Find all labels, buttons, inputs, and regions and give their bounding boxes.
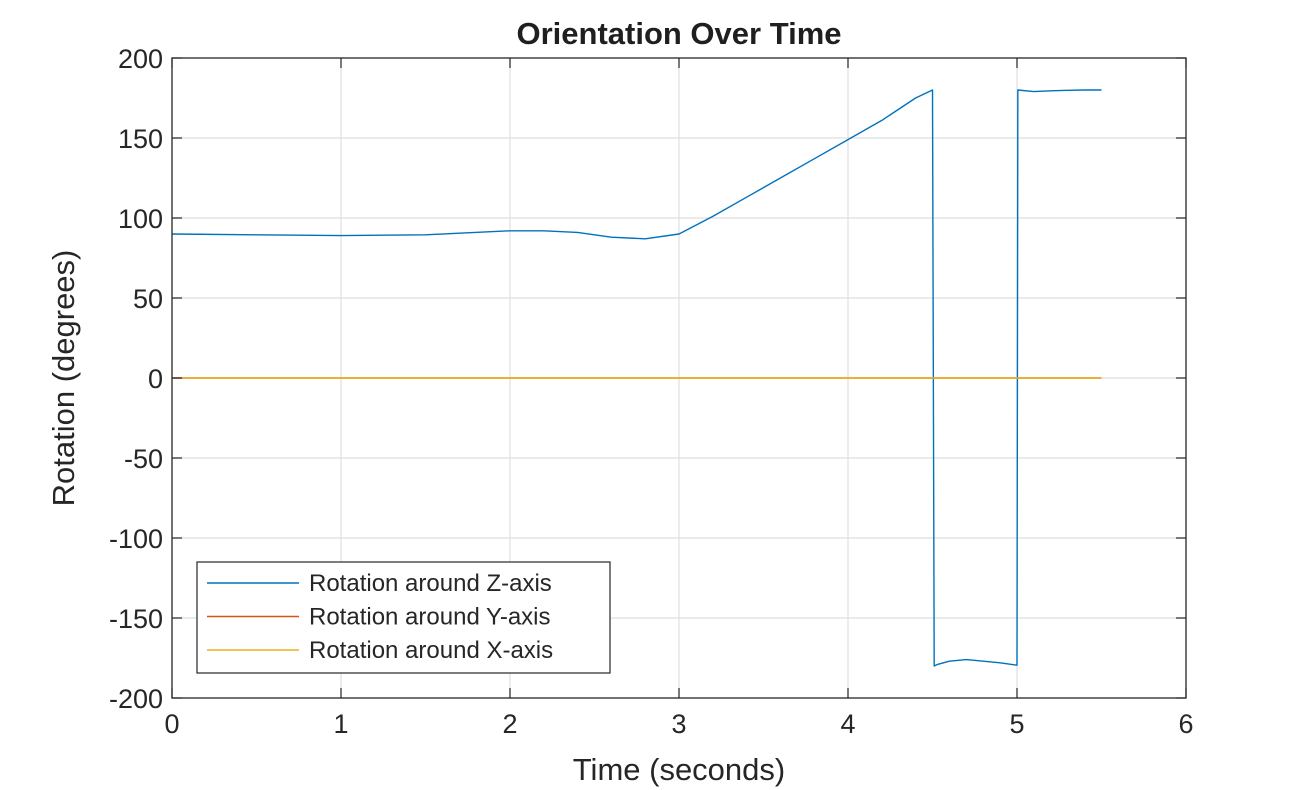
y-tick-label: 100 xyxy=(118,204,163,234)
y-tick-label: -150 xyxy=(109,604,163,634)
x-tick-label: 5 xyxy=(1009,709,1024,739)
series-lines xyxy=(171,89,1102,667)
x-tick-label: 2 xyxy=(502,709,517,739)
legend-label-2: Rotation around Y-axis xyxy=(309,604,551,631)
y-tick-label: 200 xyxy=(118,44,163,74)
y-tick-label: 150 xyxy=(118,124,163,154)
chart-title: Orientation Over Time xyxy=(516,16,841,51)
y-tick-label: 0 xyxy=(148,364,163,394)
legend: Rotation around Z-axis Rotation around Y-… xyxy=(196,561,611,674)
x-axis-label: Time (seconds) xyxy=(573,752,785,787)
y-tick-label: -50 xyxy=(124,444,163,474)
y-tick-label: -200 xyxy=(109,684,163,714)
legend-box xyxy=(196,561,611,674)
legend-label-3: Rotation around X-axis xyxy=(309,637,553,664)
y-axis-label: Rotation (degrees) xyxy=(46,250,81,507)
y-tick-label: 50 xyxy=(133,284,163,314)
axis-ticks: 0 1 2 3 4 5 6 -200 -150 -100 -50 0 50 100 150 200 xyxy=(109,44,1194,739)
x-tick-label: 1 xyxy=(333,709,348,739)
x-tick-label: 0 xyxy=(164,709,179,739)
x-tick-label: 3 xyxy=(671,709,686,739)
y-tick-label: -100 xyxy=(109,524,163,554)
x-tick-label: 6 xyxy=(1178,709,1193,739)
series-line-1 xyxy=(171,89,1102,667)
x-tick-label: 4 xyxy=(840,709,855,739)
legend-label-1: Rotation around Z-axis xyxy=(309,570,552,597)
